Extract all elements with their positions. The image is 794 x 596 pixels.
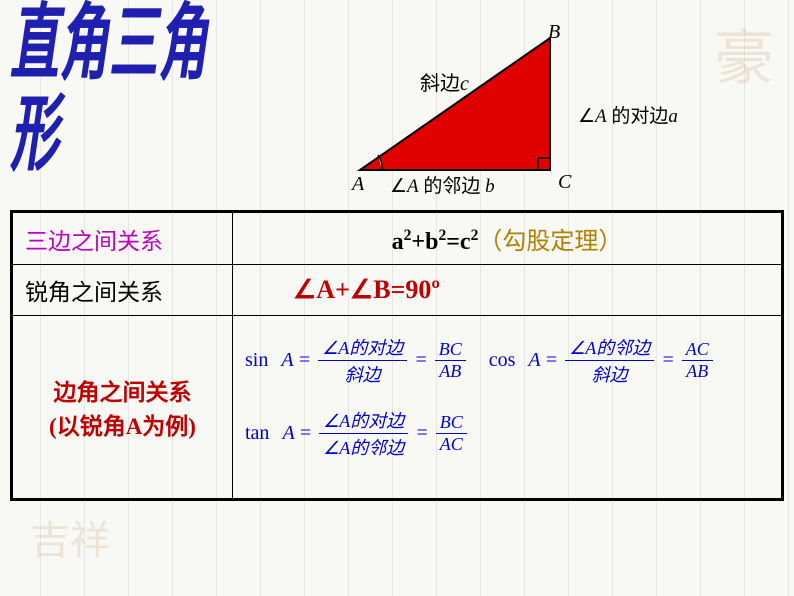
- trig-relation-label: 边角之间关系 (以锐角A为例): [13, 316, 233, 499]
- relations-table: 三边之间关系 a2+b2=c2（勾股定理） 锐角之间关系 ∠A+∠B=90º 边…: [10, 210, 784, 501]
- main-title: 直角三角形: [10, 0, 235, 182]
- sides-relation-content: a2+b2=c2（勾股定理）: [233, 213, 782, 265]
- vertex-a: A: [350, 173, 365, 195]
- tan-formula: tan A = ∠A的对边∠A的邻边 = BCAC: [245, 407, 470, 460]
- opposite-label: ∠A 的对边a: [578, 105, 678, 127]
- angles-relation-content: ∠A+∠B=90º: [233, 265, 782, 316]
- sin-formula: sin A = ∠A的对边斜边 = BCAB: [245, 334, 469, 387]
- vertex-b: B: [548, 21, 560, 43]
- cos-formula: cos A = ∠A的邻边斜边 = ACAB: [489, 334, 716, 387]
- sides-relation-label: 三边之间关系: [25, 229, 163, 254]
- triangle-diagram: A B C 斜边c ∠A 的邻边 b ∠A 的对边a: [320, 20, 780, 200]
- vertex-c: C: [558, 171, 572, 193]
- triangle-shape: [360, 38, 550, 170]
- table-row-angles: 锐角之间关系 ∠A+∠B=90º: [13, 265, 782, 316]
- table-row-trig: 边角之间关系 (以锐角A为例) sin A = ∠A的对边斜边 = BCAB c…: [13, 316, 782, 499]
- table-row-sides: 三边之间关系 a2+b2=c2（勾股定理）: [13, 213, 782, 265]
- trig-relation-content: sin A = ∠A的对边斜边 = BCAB cos A = ∠A的邻边斜边 =…: [233, 316, 782, 499]
- title-area: 直角三角形: [10, 20, 310, 180]
- watermark-bottom: 吉祥: [30, 508, 110, 566]
- hypotenuse-label: 斜边c: [420, 72, 469, 95]
- adjacent-label: ∠A 的邻边 b: [390, 175, 495, 197]
- angles-relation-label: 锐角之间关系: [25, 280, 163, 305]
